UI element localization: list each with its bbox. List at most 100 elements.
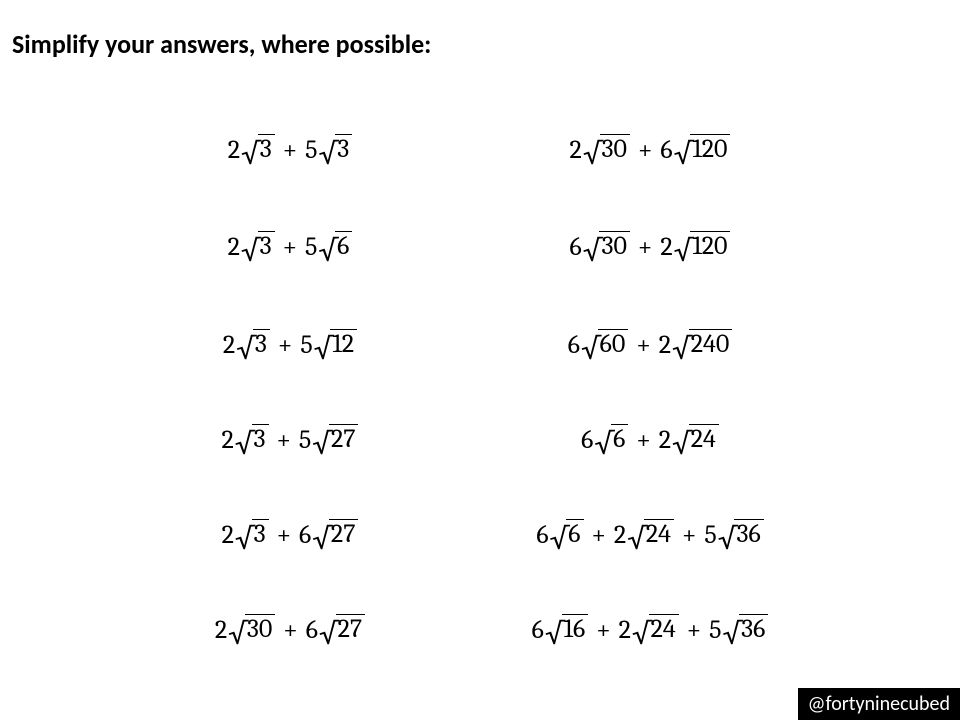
math-expression: 6√16+2√24+5√36 bbox=[532, 615, 769, 645]
math-expression: 2√30+6√120 bbox=[570, 135, 731, 165]
plus-sign: + bbox=[588, 615, 618, 645]
plus-sign: + bbox=[584, 520, 614, 550]
radicand: 3 bbox=[252, 424, 269, 453]
plus-sign: + bbox=[630, 135, 660, 165]
radicand: 3 bbox=[252, 519, 269, 548]
radicand: 6 bbox=[611, 424, 628, 453]
problem-cell: 2√3+5√3 bbox=[80, 115, 500, 185]
coefficient: 5 bbox=[300, 330, 313, 360]
problem-cell: 6√6+2√24 bbox=[440, 405, 860, 475]
square-root: √3 bbox=[235, 521, 269, 550]
problem-cell: 2√3+5√12 bbox=[80, 310, 500, 380]
problem-cell: 6√60+2√240 bbox=[440, 310, 860, 380]
square-root: √30 bbox=[228, 616, 275, 645]
square-root: √3 bbox=[236, 331, 270, 360]
coefficient: 6 bbox=[532, 615, 545, 645]
coefficient: 2 bbox=[222, 425, 235, 455]
radicand: 3 bbox=[258, 134, 275, 163]
coefficient: 6 bbox=[581, 425, 594, 455]
square-root: √120 bbox=[674, 233, 731, 262]
square-root: √30 bbox=[583, 233, 630, 262]
square-root: √6 bbox=[594, 426, 628, 455]
plus-sign: + bbox=[269, 520, 299, 550]
radicand: 60 bbox=[598, 329, 629, 358]
square-root: √6 bbox=[318, 233, 352, 262]
problem-cell: 2√3+6√27 bbox=[80, 500, 500, 570]
coefficient: 2 bbox=[660, 232, 673, 262]
coefficient: 6 bbox=[568, 330, 581, 360]
radicand: 30 bbox=[600, 134, 630, 163]
radicand: 30 bbox=[245, 614, 275, 643]
square-root: √27 bbox=[312, 521, 358, 550]
problem-cell: 6√30+2√120 bbox=[440, 212, 860, 282]
radicand: 6 bbox=[335, 231, 352, 260]
square-root: √27 bbox=[319, 616, 365, 645]
coefficient: 2 bbox=[228, 135, 241, 165]
problem-cell: 6√16+2√24+5√36 bbox=[440, 595, 860, 665]
radicand: 24 bbox=[649, 614, 679, 643]
plus-sign: + bbox=[630, 232, 660, 262]
problems-grid: 2√3+5√3 2√3+5√6 2√3+5√12 2√3+5√27 2√3+6√… bbox=[0, 100, 960, 660]
square-root: √3 bbox=[241, 136, 275, 165]
square-root: √36 bbox=[722, 616, 768, 645]
square-root: √6 bbox=[550, 521, 584, 550]
math-expression: 6√6+2√24+5√36 bbox=[536, 520, 763, 550]
coefficient: 5 bbox=[305, 135, 318, 165]
coefficient: 6 bbox=[570, 232, 583, 262]
coefficient: 2 bbox=[570, 135, 583, 165]
plus-sign: + bbox=[275, 615, 305, 645]
radicand: 3 bbox=[335, 134, 352, 163]
square-root: √3 bbox=[241, 233, 275, 262]
radicand: 16 bbox=[562, 614, 589, 643]
coefficient: 2 bbox=[659, 425, 672, 455]
footer-handle: @fortyninecubed bbox=[798, 688, 960, 720]
radicand: 36 bbox=[739, 614, 768, 643]
radicand: 6 bbox=[566, 519, 583, 548]
coefficient: 6 bbox=[660, 135, 673, 165]
plus-sign: + bbox=[628, 425, 658, 455]
problem-cell: 2√30+6√120 bbox=[440, 115, 860, 185]
radicand: 3 bbox=[258, 231, 275, 260]
math-expression: 6√60+2√240 bbox=[568, 330, 733, 360]
radicand: 24 bbox=[644, 519, 674, 548]
square-root: √3 bbox=[235, 426, 269, 455]
plus-sign: + bbox=[628, 330, 658, 360]
square-root: √240 bbox=[672, 331, 732, 360]
problems-column-left: 2√3+5√3 2√3+5√6 2√3+5√12 2√3+5√27 2√3+6√… bbox=[80, 100, 500, 660]
plus-sign: + bbox=[269, 425, 299, 455]
problem-cell: 2√3+5√27 bbox=[80, 405, 500, 475]
square-root: √16 bbox=[545, 616, 588, 645]
worksheet-heading: Simplify your answers, where possible: bbox=[12, 28, 431, 60]
square-root: √24 bbox=[632, 616, 679, 645]
square-root: √27 bbox=[312, 426, 358, 455]
problem-cell: 2√3+5√6 bbox=[80, 212, 500, 282]
math-expression: 2√3+5√3 bbox=[228, 135, 352, 165]
square-root: √30 bbox=[583, 136, 630, 165]
coefficient: 5 bbox=[704, 520, 717, 550]
square-root: √60 bbox=[581, 331, 628, 360]
coefficient: 6 bbox=[536, 520, 549, 550]
radicand: 24 bbox=[689, 424, 719, 453]
square-root: √3 bbox=[319, 136, 353, 165]
math-expression: 2√3+5√6 bbox=[228, 232, 353, 262]
coefficient: 5 bbox=[305, 232, 318, 262]
radicand: 30 bbox=[599, 231, 629, 260]
radicand: 120 bbox=[690, 231, 730, 260]
math-expression: 6√6+2√24 bbox=[581, 425, 719, 455]
coefficient: 5 bbox=[299, 425, 312, 455]
square-root: √24 bbox=[672, 426, 719, 455]
plus-sign: + bbox=[270, 330, 300, 360]
math-expression: 6√30+2√120 bbox=[570, 232, 731, 262]
coefficient: 2 bbox=[659, 330, 672, 360]
plus-sign: + bbox=[275, 135, 305, 165]
plus-sign: + bbox=[674, 520, 704, 550]
problem-cell: 6√6+2√24+5√36 bbox=[440, 500, 860, 570]
radicand: 27 bbox=[336, 614, 366, 643]
math-expression: 2√3+5√12 bbox=[223, 330, 357, 360]
math-expression: 2√3+6√27 bbox=[222, 520, 359, 550]
radicand: 36 bbox=[734, 519, 763, 548]
plus-sign: + bbox=[679, 615, 709, 645]
square-root: √120 bbox=[674, 136, 731, 165]
radicand: 120 bbox=[690, 134, 730, 163]
coefficient: 2 bbox=[228, 232, 241, 262]
